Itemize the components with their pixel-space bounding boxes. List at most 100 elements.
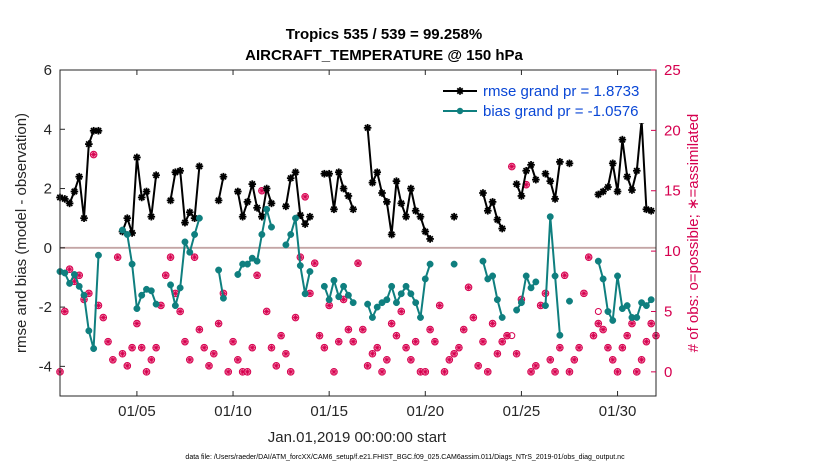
bias-point xyxy=(388,282,396,290)
bias-point xyxy=(407,290,415,298)
bias-point xyxy=(594,257,602,265)
plot-frame xyxy=(59,69,657,397)
obs-assimilated-marker xyxy=(483,368,492,376)
obs-assimilated-marker xyxy=(628,319,636,328)
chart-title-line2: AIRCRAFT_TEMPERATURE @ 150 hPa xyxy=(245,47,523,64)
obs-assimilated-marker xyxy=(325,301,333,310)
bias-point xyxy=(489,272,497,280)
rmse-point xyxy=(411,206,420,215)
rmse-point xyxy=(282,202,290,211)
rmse-point xyxy=(70,187,79,196)
bias-point xyxy=(542,302,549,310)
rmse-point xyxy=(383,198,391,206)
bias-point xyxy=(75,282,83,290)
y-axis-right: 0 5 10 15 20 25 xyxy=(651,62,681,381)
obs-assimilated-marker xyxy=(277,331,285,340)
rmse-point xyxy=(493,215,502,224)
obs-assimilated-marker xyxy=(89,150,98,159)
bias-point xyxy=(287,231,295,238)
obs-assimilated-marker xyxy=(498,337,506,346)
rmse-point xyxy=(527,161,535,169)
obs-assimilated-marker xyxy=(387,319,396,328)
bias-point xyxy=(296,262,304,270)
bias-point xyxy=(234,271,242,278)
obs-assimilated-marker xyxy=(402,343,410,352)
obs-assimilated-marker xyxy=(142,368,151,376)
obs-assimilated-marker xyxy=(205,362,213,370)
obs-assimilated-marker xyxy=(584,253,593,261)
obs-assimilated-marker xyxy=(109,355,117,364)
bias-line-segment xyxy=(217,269,225,299)
obs-assimilated-marker xyxy=(248,343,257,352)
rmse-point xyxy=(334,168,343,177)
obs-assimilated-marker xyxy=(632,368,641,376)
obs-assimilated-marker xyxy=(508,162,516,171)
obs-possible-marker xyxy=(594,307,602,315)
obs-assimilated-marker xyxy=(214,319,223,328)
rmse-point xyxy=(565,159,574,168)
rmse-point xyxy=(147,212,156,221)
bias-point xyxy=(268,223,275,231)
bias-point xyxy=(522,272,530,280)
bias-point xyxy=(195,214,203,222)
obs-assimilated-marker xyxy=(152,343,160,352)
rmse-point xyxy=(75,172,84,181)
obs-assimilated-marker xyxy=(589,331,598,340)
obs-assimilated-marker xyxy=(594,319,603,328)
obs-count-layer xyxy=(56,150,660,376)
bias-point xyxy=(85,327,93,335)
obs-assimilated-marker xyxy=(599,325,607,334)
y-axis-left: -4 -2 0 2 4 6 xyxy=(39,62,65,375)
bias-point xyxy=(119,226,126,234)
rmse-point xyxy=(546,177,555,185)
rmse-point xyxy=(373,168,382,177)
bias-point xyxy=(397,290,405,298)
rmse-point xyxy=(551,195,559,203)
bias-point xyxy=(330,276,338,284)
rmse-point xyxy=(647,206,655,215)
bias-point xyxy=(368,314,376,321)
obs-assimilated-marker xyxy=(392,331,401,340)
rmse-point xyxy=(185,208,194,217)
rmse-point xyxy=(387,230,396,239)
obs-assimilated-marker xyxy=(551,368,559,376)
rmse-point xyxy=(556,158,564,166)
rmse-point xyxy=(532,175,540,184)
obs-assimilated-marker xyxy=(128,343,136,352)
obs-assimilated-marker xyxy=(469,313,478,322)
rmse-point xyxy=(61,195,69,203)
rmse-point xyxy=(133,153,141,162)
rmse-point xyxy=(80,214,88,222)
bias-point xyxy=(128,260,136,268)
y-left-tick-label: 2 xyxy=(44,181,52,198)
obs-assimilated-marker xyxy=(613,368,622,376)
bias-point xyxy=(301,290,309,298)
rmse-point xyxy=(306,212,314,221)
bias-point xyxy=(61,269,69,277)
bias-point xyxy=(95,251,102,259)
rmse-point xyxy=(85,140,93,148)
rmse-point xyxy=(65,199,74,208)
rmse-point xyxy=(349,205,357,214)
y-axis-right-label: # of obs: o=possible; ∗=assimilated xyxy=(685,114,702,353)
obs-assimilated-marker xyxy=(440,368,449,376)
bias-point xyxy=(393,299,400,307)
obs-assimilated-marker xyxy=(190,253,199,261)
obs-assimilated-marker xyxy=(320,343,329,352)
bias-point xyxy=(383,296,391,304)
rmse-point xyxy=(219,172,228,181)
bias-point xyxy=(527,284,535,292)
y-right-tick-label: 10 xyxy=(664,243,681,260)
obs-assimilated-marker xyxy=(301,192,309,201)
obs-assimilated-marker xyxy=(104,337,112,346)
obs-assimilated-marker xyxy=(488,319,497,328)
bias-point xyxy=(340,282,348,290)
rmse-point xyxy=(248,180,257,188)
rmse-point xyxy=(286,174,295,182)
x-tick-label: 01/25 xyxy=(503,403,541,420)
bias-point xyxy=(546,213,554,221)
bias-point xyxy=(152,300,160,308)
series-bias xyxy=(56,205,655,353)
y-left-tick-label: -2 xyxy=(39,299,52,316)
